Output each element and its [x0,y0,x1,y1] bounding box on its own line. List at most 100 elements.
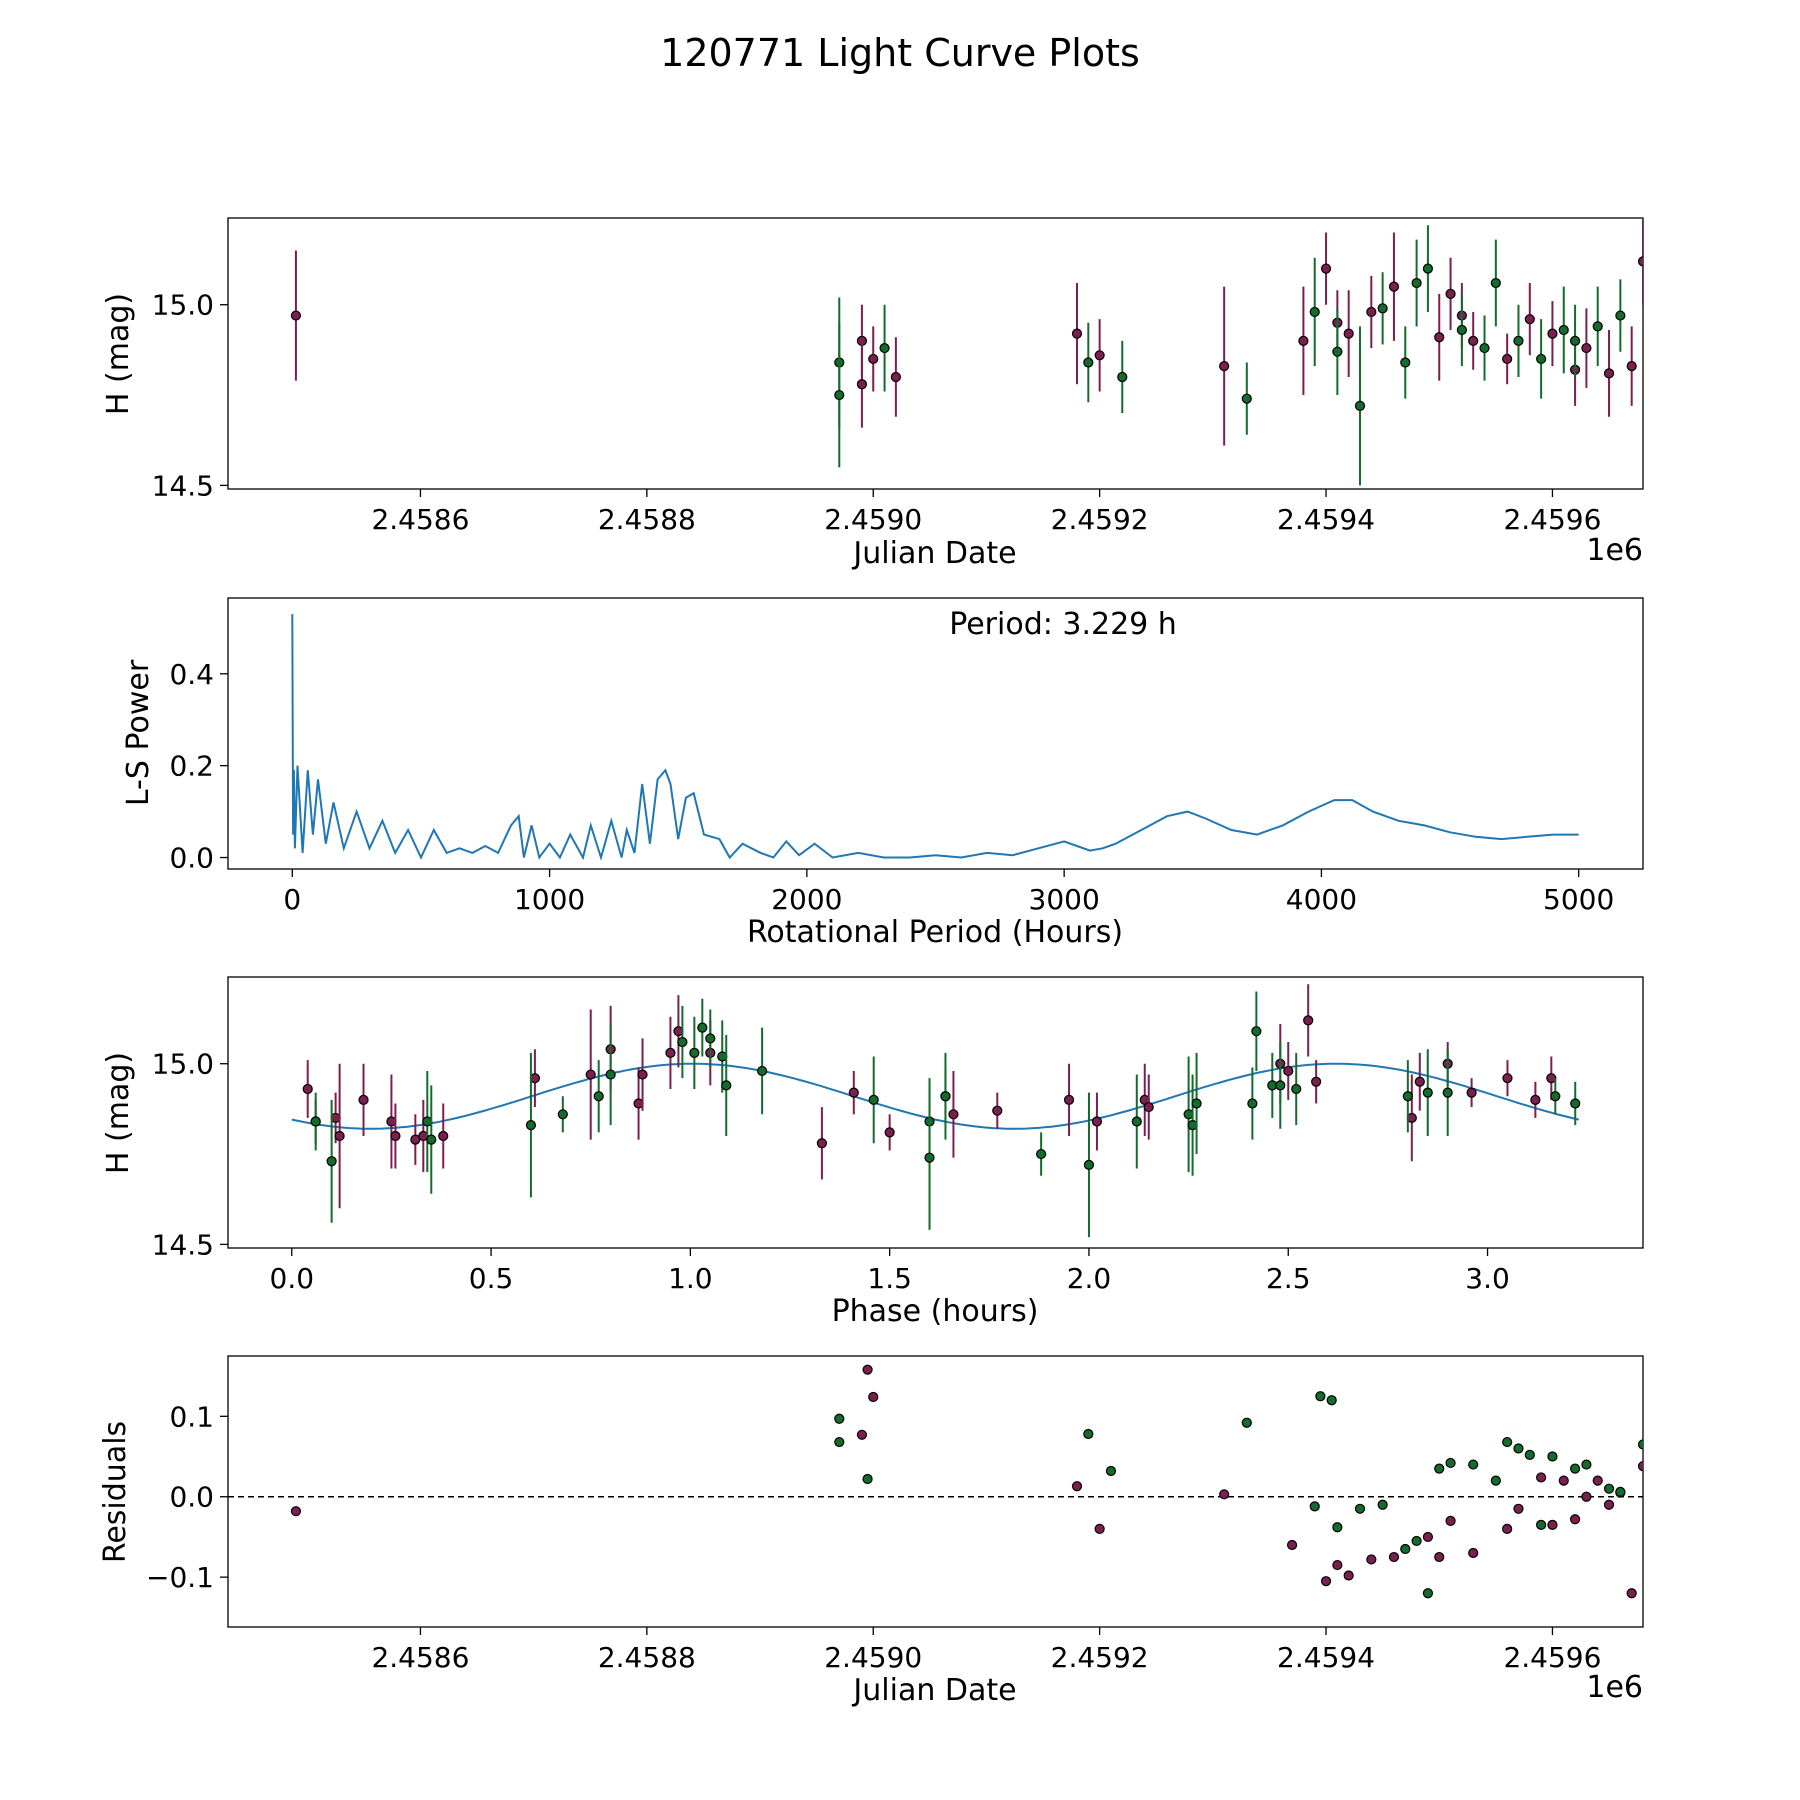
data-point [1332,1559,1343,1571]
x-tick-label: 2.4588 [598,1641,696,1674]
data-point [1219,361,1230,372]
data-point [1422,1087,1433,1098]
data-point [689,1047,700,1058]
y-tick-label: 14.5 [152,469,214,502]
data-point [1434,1463,1445,1474]
data-point [1637,1461,1643,1472]
data-point [1071,328,1083,339]
data-point [1592,1475,1603,1486]
data-point [1558,324,1569,336]
data-point [816,1138,828,1149]
x-tick-label: 1.0 [668,1262,713,1295]
data-point [1377,1499,1388,1510]
x-tick-label: 2.4590 [824,503,922,536]
y-ticks: 14.5 15.0 [152,1048,228,1261]
x-axis-label: Julian Date [851,1673,1016,1708]
series-line [291,614,1579,861]
data-point [302,1083,313,1095]
x-ticks: 0.0 0.5 1.0 1.5 2.0 2.5 3.0 [270,1248,1510,1295]
data-point [1343,328,1354,339]
x-tick-label: 3000 [1029,883,1100,916]
y-ticks: 14.5 15.0 [152,289,228,502]
data-point [358,1094,369,1105]
data-point [924,1152,935,1163]
x-tick-label: 2.4586 [371,1641,469,1674]
data-point [1502,1436,1513,1448]
data-point [1411,1535,1422,1547]
x-tick-label: 0.0 [270,1262,315,1295]
x-tick-label: 2.0 [1067,1262,1112,1295]
x-tick-label: 2.4594 [1277,1641,1375,1674]
plot-frame [227,1355,1644,1628]
marks [291,984,1581,1238]
data-point [1502,1073,1513,1084]
data-point [677,1036,688,1048]
y-tick-label: 0.4 [169,658,214,691]
y-tick-label: −0.1 [146,1561,214,1594]
data-point [834,1413,845,1424]
data-point [1094,350,1105,361]
data-point [1626,1588,1637,1599]
y-tick-label: 0.0 [169,1481,214,1514]
data-point [1637,1439,1643,1450]
data-point [1311,1076,1322,1087]
data-point [1091,1116,1103,1127]
x-ticks: 0 1000 2000 3000 4000 5000 [283,869,1614,916]
data-point [1434,1551,1445,1563]
data-point [605,1069,616,1080]
data-point [637,1069,648,1080]
data-point [1143,1101,1154,1113]
data-point [390,1130,401,1142]
data-point [868,353,879,365]
data-point [1581,1491,1592,1502]
data-point [1388,281,1400,292]
y-tick-label: 0.2 [169,750,214,783]
y-axis-label: H (mag) [101,293,136,415]
data-point [1615,1486,1626,1498]
data-point [1402,1091,1413,1102]
data-point [757,1065,768,1077]
data-point [862,1364,873,1375]
plot-frame [227,217,1644,490]
x-offset-label: 1e6 [1586,533,1643,568]
x-offset-label: 1e6 [1586,1670,1643,1705]
data-point [1434,332,1445,343]
x-tick-label: 2.4594 [1277,503,1375,536]
data-point [1456,324,1467,336]
data-point [1468,1547,1479,1559]
data-point [1466,1087,1477,1098]
data-point [1513,1503,1524,1514]
data-point [1502,1523,1513,1534]
data-point [1569,1514,1581,1525]
data-point [525,1120,537,1131]
x-axis-label: Julian Date [851,536,1016,571]
data-point [940,1091,951,1102]
x-tick-label: 2.4590 [824,1641,922,1674]
data-point [1422,263,1434,274]
panel-phase-folded: 0.0 0.5 1.0 1.5 2.0 2.5 3.0 14.5 15.0 Phase (ho… [101,976,1644,1329]
data-point [1592,321,1603,332]
y-axis-label: H (mag) [101,1052,136,1174]
data-point [1570,1098,1581,1109]
data-point [1445,1457,1456,1469]
data-point [1036,1148,1047,1160]
data-point [1581,1459,1592,1470]
data-point [1275,1080,1286,1091]
x-tick-label: 2.4588 [598,503,696,536]
data-point [1524,1449,1535,1461]
data-point [1303,1015,1314,1026]
model-curve [291,1062,1580,1130]
data-point [1558,1475,1569,1486]
x-tick-label: 4000 [1286,883,1357,916]
data-point [1490,1475,1501,1486]
data-point [1083,1159,1095,1170]
data-point [1291,1083,1302,1095]
data-point [585,1069,596,1080]
y-ticks: 0.0 0.2 0.4 [169,658,228,875]
plot-frame [227,597,1644,870]
data-point [1524,314,1535,325]
data-point [721,1080,732,1091]
x-tick-label: 2.4592 [1051,1641,1149,1674]
data-point [1530,1094,1541,1105]
